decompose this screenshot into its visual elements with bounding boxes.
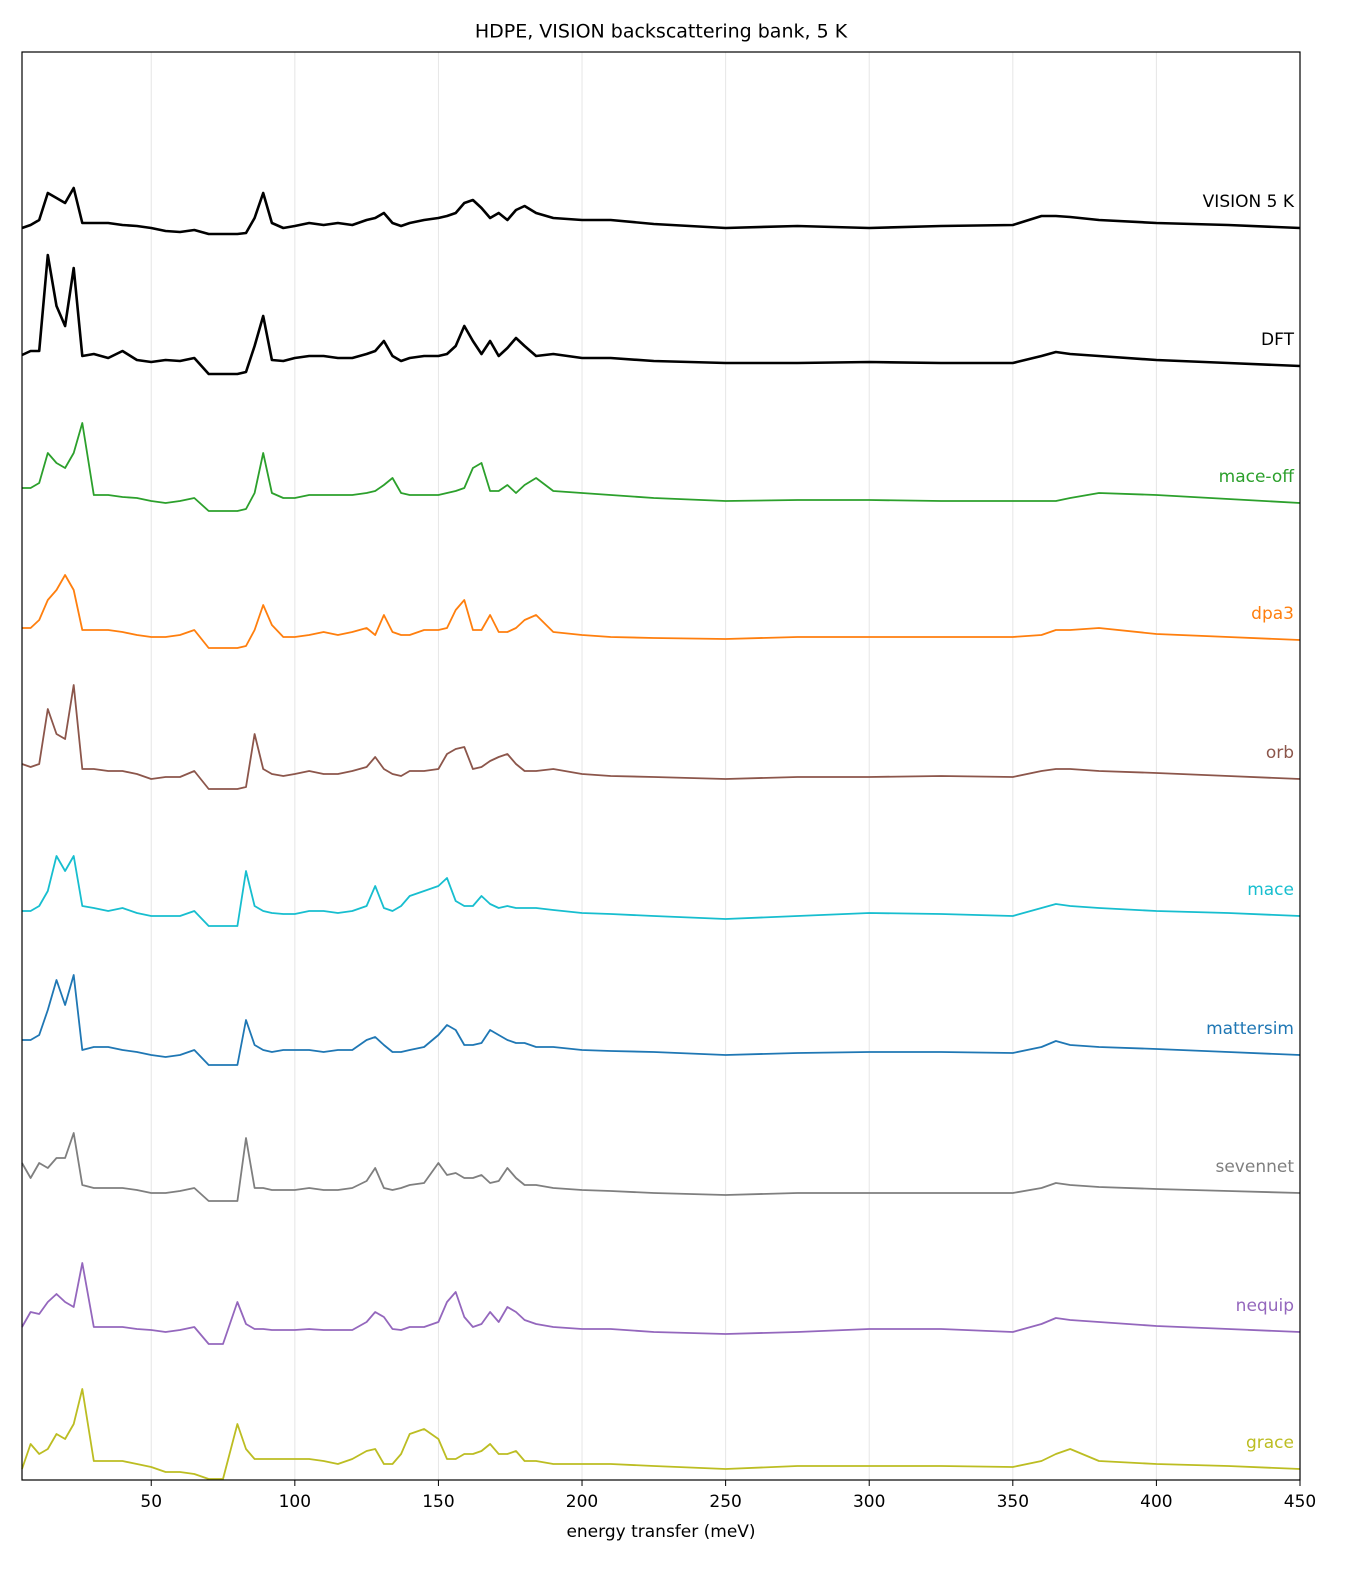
spectrum-line (22, 422, 1301, 512)
x-tick-label: 300 (853, 1492, 885, 1512)
legend-label: VISION 5 K (1203, 192, 1295, 212)
spectrum-line (21, 186, 1301, 236)
legend-label: sevennet (1215, 1157, 1294, 1177)
legend-label: mace-off (1219, 467, 1296, 487)
spectrum-line (21, 253, 1301, 376)
x-tick-label: 100 (279, 1492, 311, 1512)
plot-area: VISION 5 K DFT mace-off dpa3 orb mace mattersi… (21, 186, 1301, 1480)
spectrum-line (21, 1262, 1301, 1345)
plot-frame (21, 51, 1301, 1481)
legend-label: orb (1266, 743, 1294, 763)
x-tick-label: 450 (1284, 1492, 1316, 1512)
spectrum-line (21, 1388, 1301, 1480)
spectrum-line (22, 855, 1301, 927)
spectrum-line (21, 684, 1301, 790)
x-tick-label: 400 (1140, 1492, 1172, 1512)
spectrum-line (22, 574, 1301, 649)
legend-label: nequip (1236, 1296, 1294, 1316)
grid (150, 52, 1301, 1480)
x-tick-label: 250 (709, 1492, 741, 1512)
x-tick-label: 50 (140, 1492, 162, 1512)
spectrum-line (22, 974, 1301, 1066)
x-axis-label: energy transfer (meV) (566, 1522, 755, 1542)
legend-label: mattersim (1206, 1019, 1294, 1039)
chart-title: HDPE, VISION backscattering bank, 5 K (475, 21, 848, 43)
legend-label: dpa3 (1251, 604, 1294, 624)
spectrum-line (21, 1132, 1301, 1202)
legend-label: grace (1246, 1433, 1294, 1453)
x-tick-label: 150 (422, 1492, 454, 1512)
x-tick-label: 350 (997, 1492, 1029, 1512)
x-tick-label: 200 (566, 1492, 598, 1512)
legend-label: mace (1247, 880, 1294, 900)
legend-label: DFT (1261, 330, 1295, 350)
